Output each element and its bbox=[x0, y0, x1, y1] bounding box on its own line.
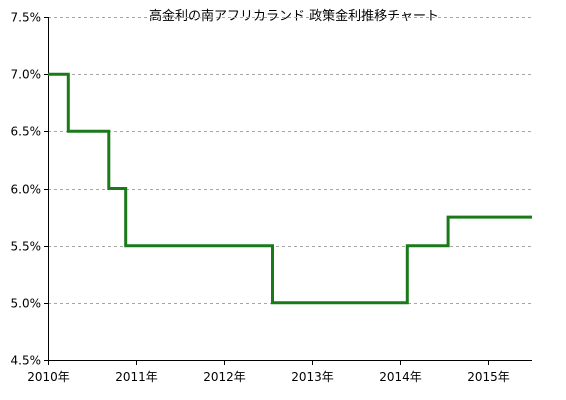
y-tick-label: 4.5% bbox=[11, 354, 42, 368]
y-tick-label: 6.0% bbox=[11, 183, 42, 197]
policy-rate-line bbox=[48, 72, 532, 305]
y-tick-label: 5.5% bbox=[11, 240, 42, 254]
x-tick-label: 2013年 bbox=[291, 370, 334, 384]
x-tick-label: 2014年 bbox=[379, 370, 422, 384]
x-axis-ticks: 2010年 2011年 2012年 2013年 2014年 2015年 bbox=[27, 360, 510, 384]
x-tick-label: 2010年 bbox=[27, 370, 70, 384]
gridlines bbox=[48, 17, 532, 304]
y-tick-label: 5.0% bbox=[11, 297, 42, 311]
x-tick-label: 2015年 bbox=[467, 370, 510, 384]
y-tick-label: 6.5% bbox=[11, 125, 42, 139]
y-axis-ticks: 4.5% 5.0% 5.5% 6.0% 6.5% 7.0% 7.5% bbox=[11, 11, 48, 368]
y-tick-label: 7.0% bbox=[11, 68, 42, 82]
chart-title: 高金利の南アフリカランド 政策金利推移チャート bbox=[149, 8, 439, 24]
x-tick-label: 2012年 bbox=[203, 370, 246, 384]
x-tick-label: 2011年 bbox=[115, 370, 158, 384]
y-tick-label: 7.5% bbox=[11, 11, 42, 25]
series-group bbox=[48, 72, 532, 305]
